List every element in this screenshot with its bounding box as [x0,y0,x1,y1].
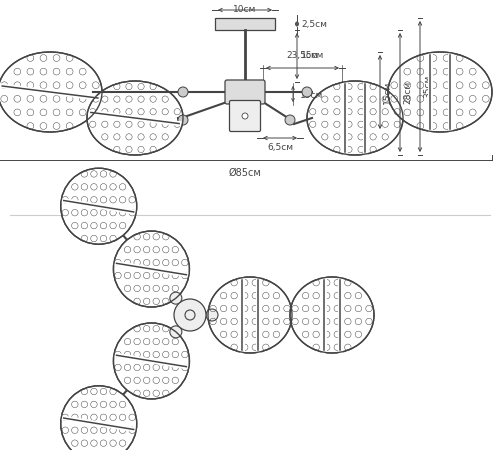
Circle shape [178,87,188,97]
Ellipse shape [0,52,102,132]
Text: 6,5см: 6,5см [267,143,293,152]
Ellipse shape [114,323,190,399]
Text: 15см: 15см [301,51,324,60]
Ellipse shape [208,277,292,353]
Circle shape [285,115,295,125]
Text: 35см: 35см [423,75,432,98]
Text: 23,5см: 23,5см [286,51,318,60]
Circle shape [174,299,206,331]
FancyBboxPatch shape [225,80,265,104]
Ellipse shape [60,168,136,244]
Circle shape [206,309,218,321]
Ellipse shape [388,52,492,132]
Ellipse shape [114,231,190,307]
Circle shape [178,115,188,125]
Text: 28см: 28см [403,81,412,104]
Text: 15см: 15см [383,80,392,104]
Circle shape [302,87,312,97]
Circle shape [242,113,248,119]
Text: Ø85см: Ø85см [228,168,262,178]
Circle shape [170,292,182,304]
Ellipse shape [307,81,403,155]
FancyBboxPatch shape [230,100,260,131]
Bar [215,18,275,30]
Ellipse shape [87,81,183,155]
Ellipse shape [290,277,374,353]
Text: 10см: 10см [234,5,256,14]
Text: 15см: 15см [300,90,324,99]
Ellipse shape [60,386,136,450]
Text: 2,5см: 2,5см [301,19,327,28]
Circle shape [170,326,182,338]
